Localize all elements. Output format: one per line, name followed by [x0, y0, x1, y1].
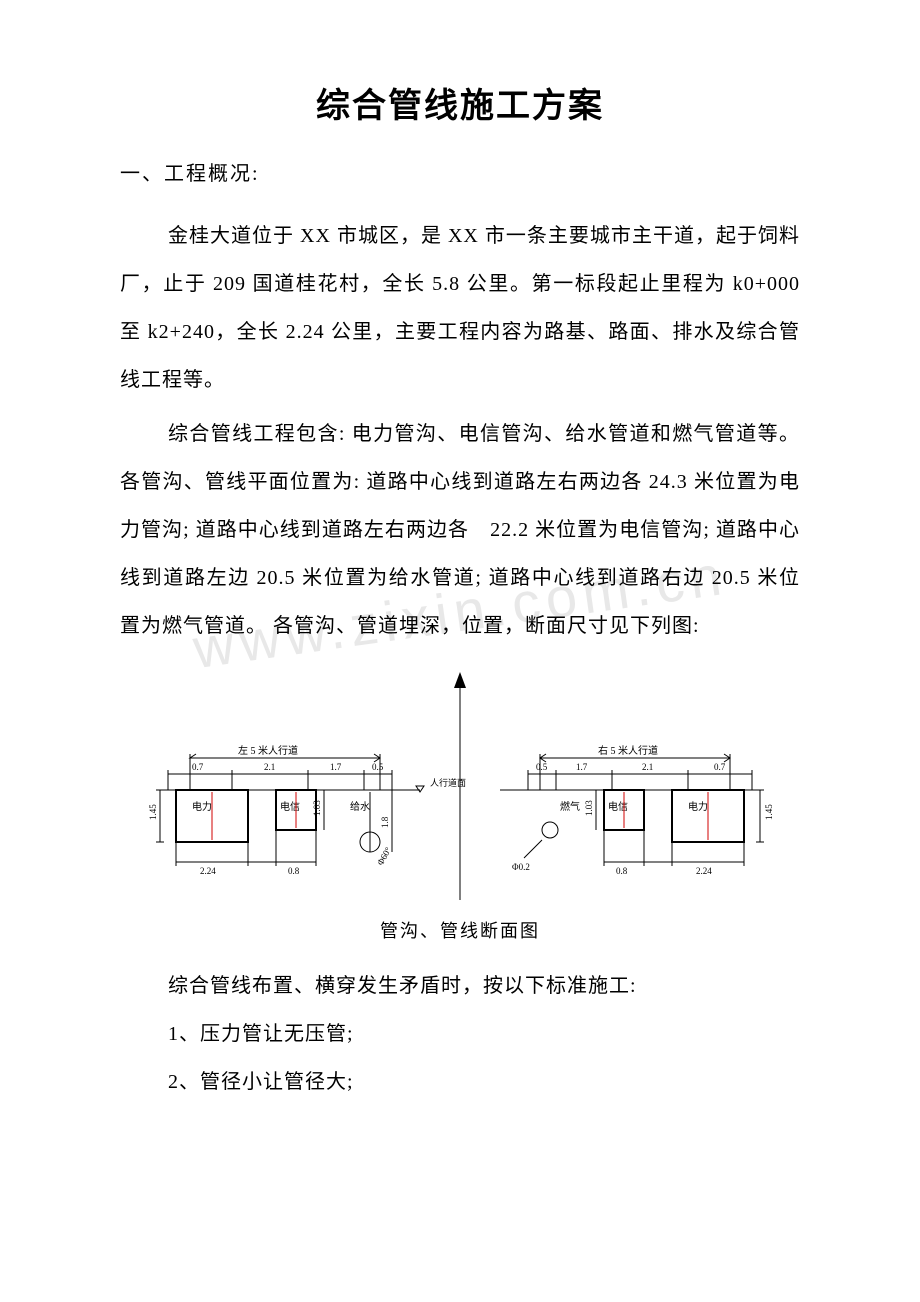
paragraph-1: 金桂大道位于 XX 市城区，是 XX 市一条主要城市主干道，起于饲料厂，止于 2…: [120, 212, 800, 404]
label-water: 给水: [350, 800, 370, 813]
surface-label: 人行道面: [430, 777, 466, 788]
label-gas: 燃气: [560, 800, 580, 813]
dim-r-c: 2.1: [642, 762, 653, 772]
left-sidewalk-label: 左 5 米人行道: [238, 744, 298, 757]
right-sidewalk-label: 右 5 米人行道: [598, 744, 658, 757]
document-title: 综合管线施工方案: [120, 90, 800, 124]
dim-l-a: 0.7: [192, 762, 204, 772]
dim-l-d: 0.5: [372, 762, 384, 772]
cross-section-diagram: 人行道面 左 5 米人行道 0.7 2.1 1.7 0.5 电力: [120, 670, 800, 910]
dim-depth-telecom-l: 1.03: [312, 800, 322, 816]
label-telecom-left: 电信: [280, 800, 300, 813]
paragraph-2: 综合管线工程包含: 电力管沟、电信管沟、给水管道和燃气管道等。各管沟、管线平面位…: [120, 410, 800, 650]
dim-depth-power-l: 1.45: [148, 804, 158, 820]
label-power-right: 电力: [688, 800, 708, 813]
dim-bottom-power-l: 2.24: [200, 866, 216, 876]
label-power-left: 电力: [192, 800, 212, 813]
dim-depth-telecom-r: 1.03: [584, 800, 594, 816]
dim-depth-water: 1.8: [380, 816, 390, 828]
section-1-heading: 一、工程概况:: [120, 164, 800, 184]
dim-l-c: 1.7: [330, 762, 342, 772]
rule-2: 2、管径小让管径大;: [120, 1058, 800, 1106]
label-gas-d: Φ0.2: [512, 862, 530, 872]
rules-intro: 综合管线布置、横穿发生矛盾时，按以下标准施工:: [120, 962, 800, 1010]
dim-depth-power-r: 1.45: [764, 804, 774, 820]
diagram-caption: 管沟、管线断面图: [120, 922, 800, 940]
dim-bottom-power-r: 2.24: [696, 866, 712, 876]
dim-r-a: 0.5: [536, 762, 548, 772]
dim-r-b: 1.7: [576, 762, 588, 772]
page-content: 综合管线施工方案 一、工程概况: 金桂大道位于 XX 市城区，是 XX 市一条主…: [120, 90, 800, 1106]
dim-bottom-telecom-r: 0.8: [616, 866, 628, 876]
dim-l-b: 2.1: [264, 762, 275, 772]
dim-bottom-telecom-l: 0.8: [288, 866, 300, 876]
rule-1: 1、压力管让无压管;: [120, 1010, 800, 1058]
dim-r-d: 0.7: [714, 762, 726, 772]
label-telecom-right: 电信: [608, 800, 628, 813]
